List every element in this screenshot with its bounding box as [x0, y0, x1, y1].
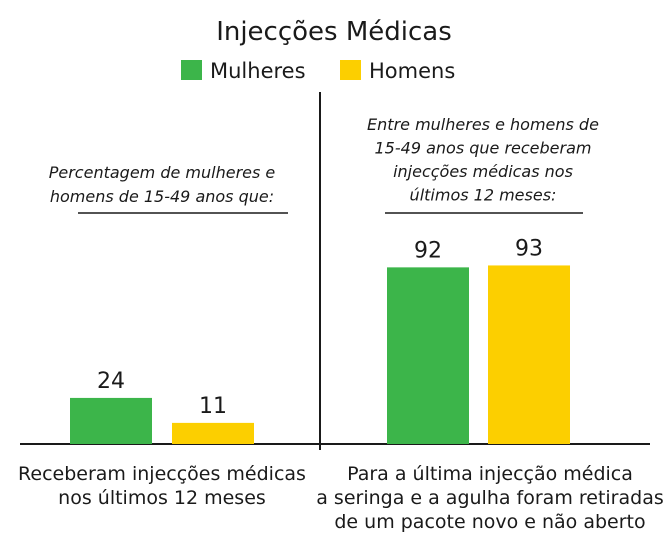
- category-label: Para a última injecção médica a seringa e…: [316, 463, 664, 533]
- value-label: 24: [97, 369, 125, 394]
- bar: [387, 267, 469, 444]
- bar: [172, 422, 254, 444]
- value-label: 93: [515, 236, 543, 261]
- legend-label: Mulheres: [210, 59, 306, 83]
- chart-title: Injecções Médicas: [216, 17, 452, 47]
- category-label: Receberam injecções médicas nos últimos 1…: [18, 463, 306, 509]
- note: Entre mulheres e homens de 15-49 anos que…: [367, 115, 599, 205]
- legend-swatch: [340, 60, 361, 80]
- bar: [488, 265, 570, 444]
- value-label: 11: [199, 394, 227, 419]
- legend-swatch: [181, 60, 202, 80]
- value-label: 92: [414, 238, 442, 263]
- note: Percentagem de mulheres e homens de 15-49…: [49, 163, 276, 206]
- bar: [70, 397, 152, 444]
- legend-label: Homens: [369, 59, 455, 83]
